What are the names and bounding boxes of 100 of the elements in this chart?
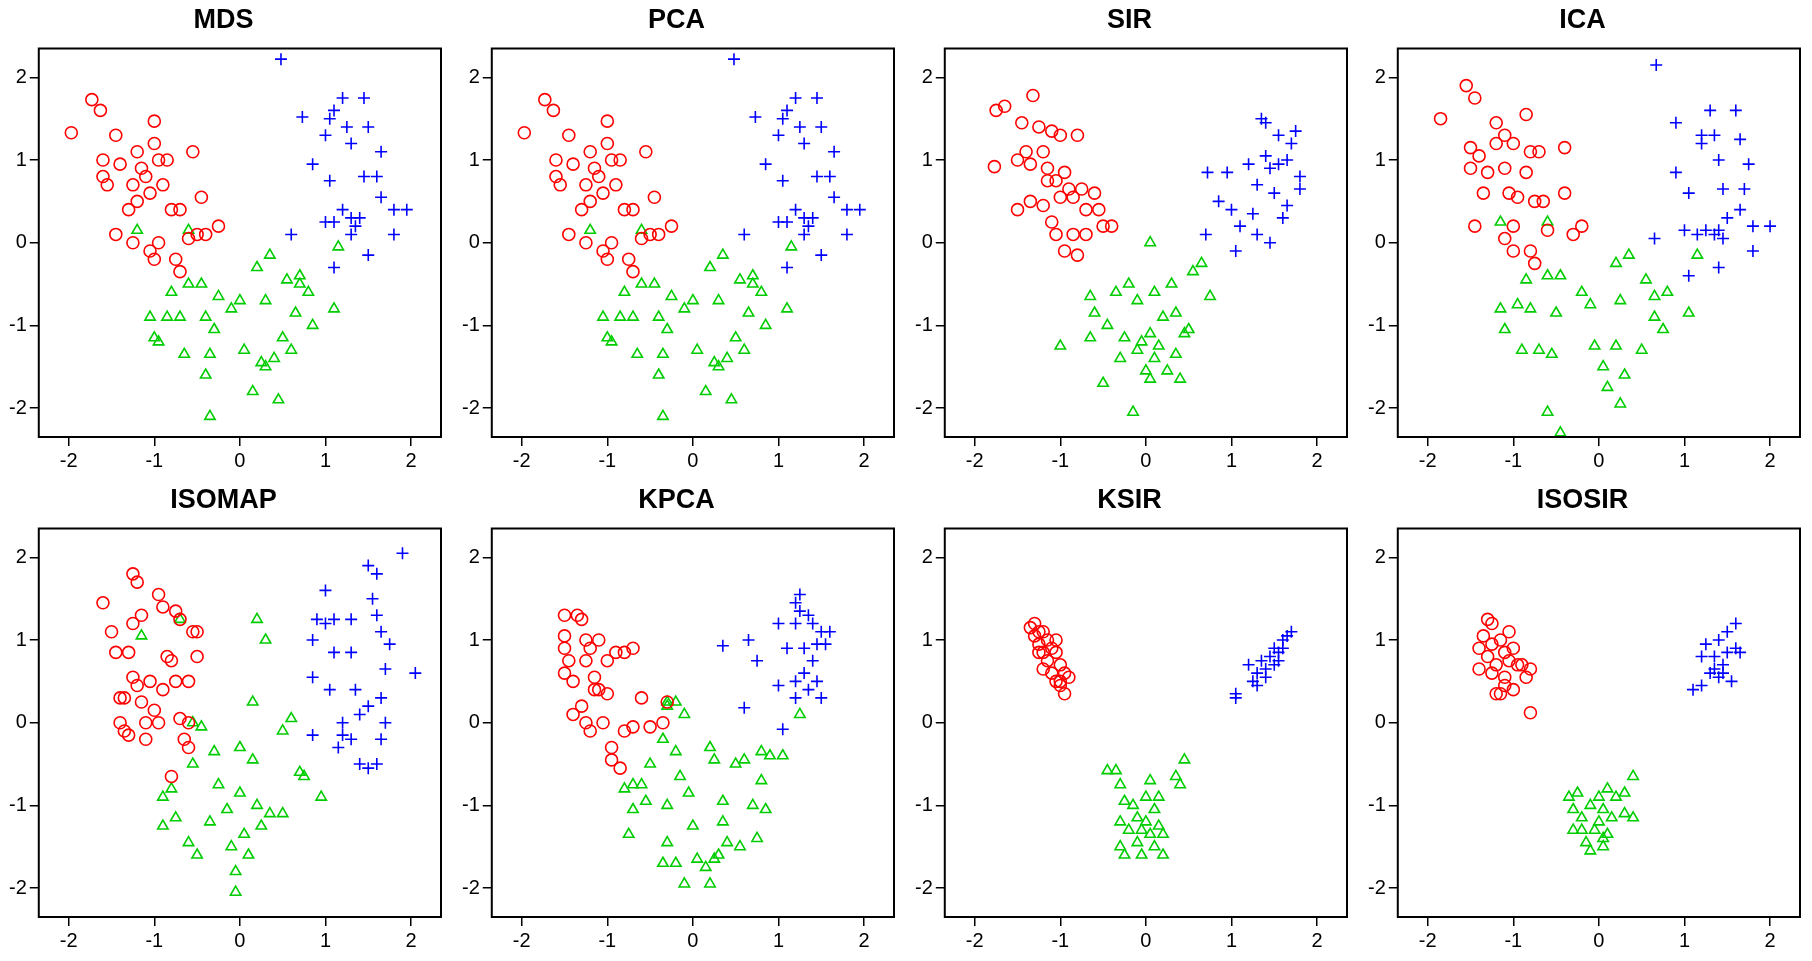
- point: [164, 653, 179, 668]
- point: [259, 293, 272, 305]
- point: [785, 240, 798, 251]
- point: [293, 268, 306, 280]
- point: [626, 641, 640, 656]
- point: [138, 169, 153, 184]
- point: [186, 624, 200, 639]
- point: [126, 616, 140, 631]
- point: [1084, 330, 1097, 342]
- y-tick-label: 1: [921, 627, 933, 650]
- point: [1515, 343, 1528, 354]
- x-tick-label: -2: [965, 448, 984, 471]
- y-tick-label: 1: [1374, 627, 1386, 650]
- point: [1485, 666, 1499, 680]
- point: [716, 639, 730, 653]
- point: [1118, 794, 1131, 806]
- point: [251, 798, 263, 810]
- point: [1178, 753, 1191, 764]
- y-tick-label: 0: [921, 710, 933, 733]
- point: [295, 110, 310, 124]
- point: [1497, 128, 1512, 143]
- point: [1506, 219, 1521, 233]
- point: [805, 653, 820, 668]
- point: [259, 633, 272, 644]
- point: [233, 293, 246, 305]
- point: [1186, 264, 1199, 276]
- point: [648, 277, 661, 288]
- x-tick-label: -1: [598, 448, 617, 471]
- point: [652, 310, 665, 321]
- point: [780, 103, 794, 118]
- point: [1527, 194, 1542, 209]
- point: [601, 330, 614, 342]
- point: [805, 211, 820, 225]
- point: [199, 368, 212, 379]
- point: [113, 157, 127, 171]
- point: [126, 670, 140, 685]
- point: [225, 839, 238, 851]
- point: [600, 653, 615, 668]
- point: [557, 666, 572, 680]
- point: [195, 720, 208, 731]
- point: [716, 794, 729, 806]
- point: [1520, 273, 1533, 284]
- point: [1682, 306, 1695, 317]
- y-tick-label: -2: [1367, 875, 1386, 898]
- point: [246, 753, 259, 764]
- point: [161, 310, 174, 321]
- point: [168, 604, 183, 618]
- point: [1711, 153, 1726, 167]
- point: [1707, 128, 1722, 143]
- point: [1540, 223, 1555, 238]
- point: [361, 699, 376, 713]
- point: [104, 624, 119, 639]
- point: [1489, 686, 1503, 701]
- point: [579, 653, 593, 668]
- point: [169, 810, 182, 822]
- point: [626, 264, 640, 279]
- point: [315, 790, 328, 801]
- point: [721, 351, 734, 363]
- point: [626, 202, 640, 217]
- point: [557, 641, 572, 656]
- point: [1567, 823, 1580, 834]
- point: [298, 769, 311, 781]
- point: [827, 190, 841, 205]
- y-tick-label: -2: [8, 395, 27, 418]
- point: [165, 782, 178, 793]
- point: [1139, 815, 1152, 826]
- y-tick-label: -1: [8, 792, 27, 815]
- point: [1182, 322, 1195, 334]
- point: [759, 318, 772, 330]
- y-tick-label: 2: [15, 64, 27, 87]
- point: [737, 227, 752, 242]
- point: [1622, 248, 1635, 259]
- point: [1519, 670, 1533, 685]
- point: [741, 633, 756, 647]
- point: [738, 343, 751, 354]
- point: [147, 136, 162, 151]
- point: [272, 392, 285, 404]
- y-tick-label: 0: [921, 230, 933, 253]
- point: [1729, 103, 1743, 118]
- point: [1057, 666, 1072, 680]
- point: [1729, 641, 1743, 656]
- point: [1480, 612, 1495, 627]
- point: [255, 819, 268, 830]
- point: [1541, 215, 1554, 226]
- point: [1250, 678, 1264, 693]
- point: [109, 128, 123, 143]
- point: [168, 252, 183, 267]
- point: [691, 343, 704, 354]
- point: [93, 103, 108, 118]
- point: [517, 125, 532, 140]
- point: [1096, 219, 1110, 233]
- point: [755, 744, 768, 756]
- point: [1502, 624, 1516, 639]
- point: [788, 616, 803, 631]
- y-tick-label: -1: [1367, 312, 1386, 335]
- point: [328, 302, 341, 313]
- x-tick-label: 2: [858, 928, 870, 951]
- point: [699, 384, 712, 396]
- point: [1575, 810, 1588, 822]
- point: [1174, 372, 1187, 383]
